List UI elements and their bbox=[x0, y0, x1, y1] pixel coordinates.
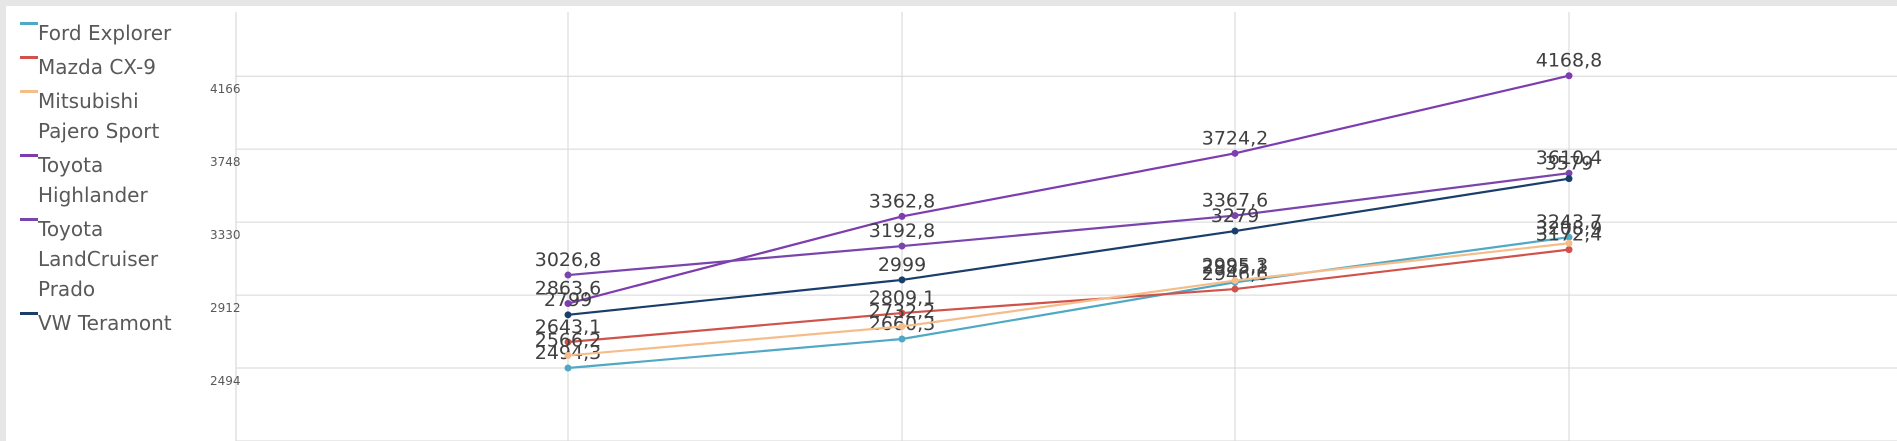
data-point bbox=[1565, 233, 1573, 241]
y-tick-label: 3748 bbox=[210, 155, 241, 169]
data-label: 3579 bbox=[1545, 153, 1593, 175]
legend-label: Ford Explorer bbox=[38, 21, 172, 45]
data-point bbox=[898, 309, 906, 317]
legend-item[interactable]: Toyota Highlander bbox=[16, 150, 181, 210]
data-point bbox=[1565, 169, 1573, 177]
legend-label: Mitsubishi bbox=[38, 89, 139, 113]
data-point bbox=[564, 364, 572, 372]
legend-label: LandCruiser bbox=[38, 247, 159, 271]
series-line bbox=[567, 172, 1570, 277]
data-point bbox=[564, 271, 572, 279]
y-tick-label: 3330 bbox=[210, 228, 241, 242]
data-label: 3362,8 bbox=[869, 190, 935, 212]
legend-swatch bbox=[20, 90, 38, 93]
data-label: 2809,1 bbox=[869, 287, 935, 309]
data-label: 3279 bbox=[1211, 205, 1259, 227]
legend-item[interactable]: Mazda CX-9 bbox=[16, 52, 181, 82]
data-label: 3243,7 bbox=[1536, 211, 1602, 233]
data-label: 2995,3 bbox=[1202, 255, 1268, 277]
data-point bbox=[1231, 285, 1239, 293]
data-point bbox=[1565, 175, 1573, 183]
y-tick-label: 4166 bbox=[210, 82, 241, 96]
legend-swatch bbox=[20, 312, 38, 315]
data-point bbox=[1231, 277, 1239, 285]
data-label: 3208,9 bbox=[1536, 217, 1602, 239]
data-label: 2643,1 bbox=[535, 316, 601, 338]
legend-item[interactable]: Ford Explorer bbox=[16, 18, 181, 48]
data-label: 2985,1 bbox=[1202, 256, 1268, 278]
data-label: 3026,8 bbox=[535, 249, 601, 271]
data-point bbox=[898, 242, 906, 250]
legend-label: Toyota bbox=[38, 217, 104, 241]
y-tick-label: 2494 bbox=[210, 374, 241, 388]
data-point bbox=[564, 338, 572, 346]
data-label: 3724,2 bbox=[1202, 127, 1268, 149]
data-point bbox=[898, 322, 906, 330]
legend-item[interactable]: Toyota LandCruiser Prado bbox=[16, 214, 181, 304]
data-point bbox=[1231, 149, 1239, 157]
legend-swatch bbox=[20, 154, 38, 157]
legend-label: VW Teramont bbox=[38, 311, 172, 335]
data-label: 3192,8 bbox=[869, 220, 935, 242]
y-tick-label: 2912 bbox=[210, 301, 241, 315]
data-label: 3610,4 bbox=[1536, 147, 1602, 169]
data-point bbox=[898, 276, 906, 284]
legend-item[interactable]: VW Teramont bbox=[16, 308, 181, 338]
series-line bbox=[567, 74, 1570, 305]
series-line bbox=[567, 242, 1570, 357]
legend-label: Highlander bbox=[38, 183, 148, 207]
legend-label: Prado bbox=[38, 277, 96, 301]
data-point bbox=[1231, 212, 1239, 220]
data-point bbox=[1565, 72, 1573, 80]
legend-label: Mazda CX-9 bbox=[38, 55, 156, 79]
data-point bbox=[898, 212, 906, 220]
data-label: 3367,6 bbox=[1202, 190, 1268, 212]
data-point bbox=[564, 300, 572, 308]
legend-swatch bbox=[20, 218, 38, 221]
series-line bbox=[567, 177, 1570, 316]
data-point bbox=[1565, 239, 1573, 247]
legend-swatch bbox=[20, 22, 38, 25]
chart-frame: Ford Explorer Mazda CX-9 Mitsubishi Pajero … bbox=[6, 6, 1897, 441]
data-label: 2999 bbox=[878, 254, 926, 276]
data-label: 2732,2 bbox=[869, 300, 935, 322]
data-label: 2863,6 bbox=[535, 278, 601, 300]
data-point bbox=[564, 311, 572, 319]
line-chart: 2076249429123330374841662494,32660,32985… bbox=[210, 12, 1897, 441]
legend-swatch bbox=[20, 56, 38, 59]
legend: Ford Explorer Mazda CX-9 Mitsubishi Pajero … bbox=[16, 18, 181, 342]
data-label: 2799 bbox=[544, 289, 592, 311]
data-point bbox=[1231, 227, 1239, 235]
legend-label: Toyota bbox=[38, 153, 104, 177]
series-line bbox=[567, 236, 1570, 370]
data-point bbox=[564, 351, 572, 359]
series-line bbox=[567, 248, 1570, 344]
data-point bbox=[898, 335, 906, 343]
data-label: 2566,2 bbox=[535, 329, 601, 351]
legend-label: Pajero Sport bbox=[38, 119, 160, 143]
data-point bbox=[1565, 246, 1573, 254]
legend-item[interactable]: Mitsubishi Pajero Sport bbox=[16, 86, 181, 146]
data-label: 3172,4 bbox=[1536, 224, 1602, 246]
data-label: 4168,8 bbox=[1536, 50, 1602, 72]
